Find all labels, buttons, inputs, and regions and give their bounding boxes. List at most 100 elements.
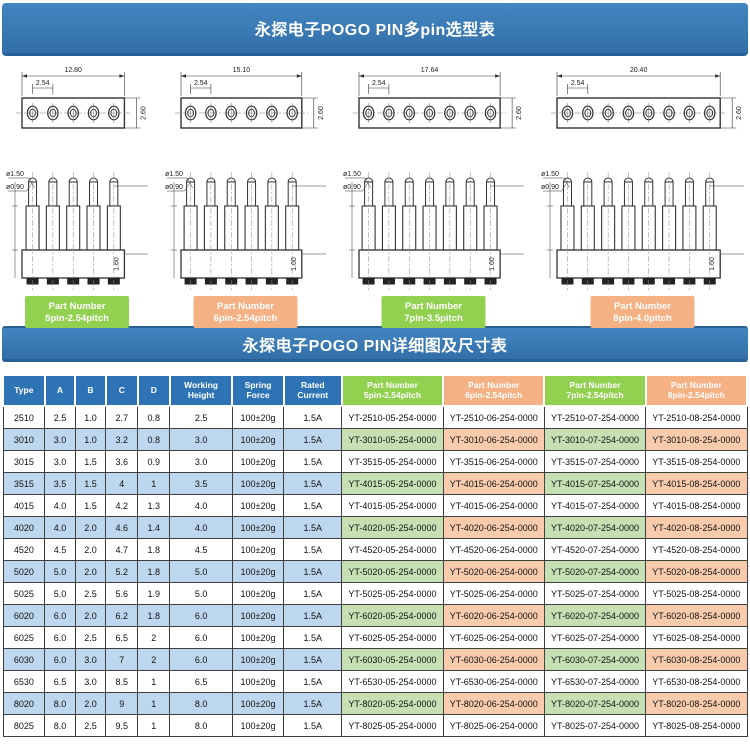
svg-text:2.60: 2.60 xyxy=(516,106,523,120)
cell: 3.0 xyxy=(74,670,107,693)
cell: 8020 xyxy=(2,692,46,715)
cell: 100±20g xyxy=(231,560,285,583)
cell: 8.0 xyxy=(44,692,76,715)
table-row: 6030 6.0 3.0 7 2 6.0 100±20g 1.5A YT-6030-05-254… xyxy=(2,648,748,671)
part-number-cell: YT-5025-06-254-0000 xyxy=(442,582,545,605)
part-number-cell: YT-6030-06-254-0000 xyxy=(442,648,545,671)
part-number-cell: YT-2510-05-254-0000 xyxy=(341,405,444,429)
cell: 100±20g xyxy=(231,582,285,605)
svg-text:ø1.50: ø1.50 xyxy=(343,171,361,178)
cell: 100±20g xyxy=(231,692,285,715)
part-number-cell: YT-4520-05-254-0000 xyxy=(341,538,444,561)
cell: 6.5 xyxy=(169,670,233,693)
part-number-cell: YT-6530-05-254-0000 xyxy=(341,670,444,693)
part-number-cell: YT-6030-07-254-0000 xyxy=(543,648,647,671)
cell: 4.2 xyxy=(105,494,139,517)
cell: 0.8 xyxy=(137,405,171,429)
cell: 1.9 xyxy=(137,582,171,605)
part-number-cell: YT-6030-08-254-0000 xyxy=(645,648,748,671)
part-number-cell: YT-4020-05-254-0000 xyxy=(341,516,444,539)
part-number-cell: YT-4015-08-254-0000 xyxy=(645,494,748,517)
part-number-cell: YT-6020-07-254-0000 xyxy=(543,604,647,627)
cell: 5.0 xyxy=(44,560,76,583)
part-number-cell: YT-3515-07-254-0000 xyxy=(543,450,647,473)
part-number-cell: YT-3010-06-254-0000 xyxy=(442,428,545,451)
part-number-cell: YT-3515-05-254-0000 xyxy=(341,450,444,473)
cell: 3.6 xyxy=(105,450,139,473)
cell: 6.0 xyxy=(44,626,76,649)
cell: 6.0 xyxy=(169,626,233,649)
part-number-cell: YT-6025-07-254-0000 xyxy=(543,626,647,649)
svg-text:7pin-3.5pitch: 7pin-3.5pitch xyxy=(404,313,463,324)
cell: 1.5A xyxy=(283,692,343,715)
svg-text:ø1.50: ø1.50 xyxy=(541,171,559,178)
cell: 3.0 xyxy=(74,648,107,671)
table-row: 6020 6.0 2.0 6.2 1.8 6.0 100±20g 1.5A YT-6020-05… xyxy=(2,604,748,627)
cell: 5025 xyxy=(2,582,46,605)
cell: 5.0 xyxy=(169,560,233,583)
cell: 3.2 xyxy=(105,428,139,451)
cell: 8.0 xyxy=(169,714,233,737)
cell: 8.0 xyxy=(169,692,233,715)
cell: 8.0 xyxy=(44,714,76,737)
svg-text:5pin-2.54pitch: 5pin-2.54pitch xyxy=(45,313,109,324)
cell: 4.0 xyxy=(44,494,76,517)
header-row: Type A B C D Working Height Spring Force Rated … xyxy=(2,374,749,407)
cell: 9.5 xyxy=(105,714,139,737)
svg-text:2.60: 2.60 xyxy=(318,106,325,120)
spec-table: Type A B C D Working Height Spring Force Rated … xyxy=(2,374,749,737)
cell: 4.6 xyxy=(105,516,139,539)
svg-text:6pin-2.54pitch: 6pin-2.54pitch xyxy=(214,313,278,324)
cell: 1.5A xyxy=(283,516,343,539)
cell: 1.5 xyxy=(74,472,107,495)
cell: 6030 xyxy=(2,648,46,671)
part-number-cell: YT-5025-05-254-0000 xyxy=(341,582,444,605)
cell: 1.5 xyxy=(74,450,107,473)
cell: 1.5A xyxy=(283,428,343,451)
part-number-cell: YT-6025-08-254-0000 xyxy=(645,626,748,649)
part-number-cell: YT-5020-07-254-0000 xyxy=(543,560,647,583)
part-number-cell: YT-6025-05-254-0000 xyxy=(341,626,444,649)
cell: 6020 xyxy=(2,604,46,627)
cell: 6530 xyxy=(2,670,46,693)
cell: 1.5A xyxy=(283,714,343,737)
part-number-cell: YT-4020-06-254-0000 xyxy=(442,516,545,539)
table-title-banner: 永探电子POGO PIN详细图及尺寸表 xyxy=(2,326,748,362)
part-number-cell: YT-5025-08-254-0000 xyxy=(645,582,748,605)
part-number-cell: YT-4015-08-254-0000 xyxy=(645,472,748,495)
svg-text:2.60: 2.60 xyxy=(736,106,743,120)
part-number-cell: YT-4015-07-254-0000 xyxy=(543,472,647,495)
part-number-cell: YT-8020-05-254-0000 xyxy=(341,692,444,715)
cell: 0.8 xyxy=(137,428,171,451)
cell: 6.0 xyxy=(169,648,233,671)
svg-text:Part Number: Part Number xyxy=(614,301,671,312)
cell: 3.0 xyxy=(169,428,233,451)
part-number-cell: YT-2510-07-254-0000 xyxy=(543,405,647,429)
cell: 1.5A xyxy=(283,450,343,473)
cell: 1.5A xyxy=(283,405,343,429)
part-number-cell: YT-5020-06-254-0000 xyxy=(442,560,545,583)
column-header: Spring Force xyxy=(231,374,285,407)
cell: 7 xyxy=(105,648,139,671)
cell: 4.0 xyxy=(169,494,233,517)
table-row: 2510 2.5 1.0 2.7 0.8 2.5 100±20g 1.5A YT-2510-05… xyxy=(2,405,748,429)
part-number-cell: YT-8025-07-254-0000 xyxy=(543,714,647,737)
part-number-cell: YT-4015-06-254-0000 xyxy=(442,494,545,517)
part-number-cell: YT-6020-06-254-0000 xyxy=(442,604,545,627)
cell: 1 xyxy=(137,714,171,737)
cell: 1.0 xyxy=(74,428,107,451)
svg-text:20.40: 20.40 xyxy=(630,67,648,74)
top-title-banner: 永探电子POGO PIN多pin选型表 xyxy=(2,3,748,56)
table-row: 4020 4.0 2.0 4.6 1.4 4.0 100±20g 1.5A YT-4020-05… xyxy=(2,516,748,539)
cell: 1.5A xyxy=(283,494,343,517)
table-row: 4520 4.5 2.0 4.7 1.8 4.5 100±20g 1.5A YT-4520-05… xyxy=(2,538,748,561)
cell: 4.7 xyxy=(105,538,139,561)
cell: 3.0 xyxy=(44,450,76,473)
svg-text:1.60: 1.60 xyxy=(113,257,120,271)
svg-text:Part Number: Part Number xyxy=(405,301,462,312)
table-row: 3515 3.5 1.5 4 1 3.5 100±20g 1.5A YT-4015-05-254… xyxy=(2,472,748,495)
cell: 4.0 xyxy=(169,516,233,539)
svg-text:2.54: 2.54 xyxy=(194,80,208,87)
